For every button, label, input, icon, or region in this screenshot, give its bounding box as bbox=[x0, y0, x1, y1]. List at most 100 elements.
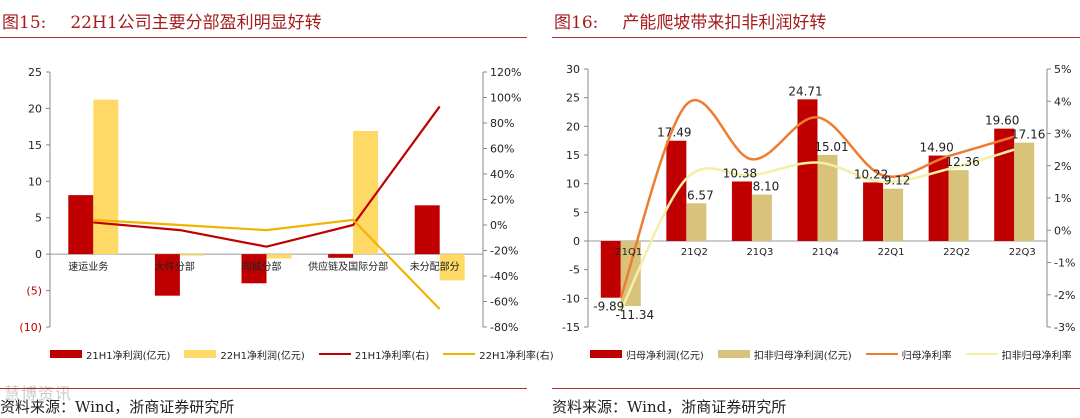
data-label: 14.90 bbox=[919, 141, 953, 155]
category-label: 同城分部 bbox=[242, 260, 282, 273]
figure-15-panel: 图15: 22H1公司主要分部盈利明显好转 25 20 15 10 5 0 (5) (10) 12… bbox=[0, 0, 554, 418]
bar-速运业务-0 bbox=[68, 195, 94, 255]
bar-21Q3-0 bbox=[731, 181, 752, 241]
data-label: 17.16 bbox=[1011, 128, 1045, 142]
legend-swatch bbox=[318, 353, 351, 355]
figure-15-chart: 25 20 15 10 5 0 (5) (10) 120% 100% 80% 60% 40% 20% 0% -… bbox=[19, 66, 521, 334]
left-tick-label: -5 bbox=[569, 264, 580, 277]
left-tick-label: 5 bbox=[573, 206, 580, 219]
data-label: 12.36 bbox=[945, 155, 979, 169]
data-label: 15.01 bbox=[814, 140, 848, 154]
left-tick-label: 25 bbox=[28, 66, 42, 79]
figure-15-title: 图15: 22H1公司主要分部盈利明显好转 bbox=[2, 8, 322, 33]
legend-label: 归母净利润(亿元) bbox=[626, 350, 704, 362]
bar-21Q3-1 bbox=[751, 194, 772, 241]
legend-item-2: 归母净利率 bbox=[865, 347, 952, 362]
line-series-0 bbox=[93, 105, 441, 248]
data-label: 6.57 bbox=[687, 188, 714, 202]
legend-item-0: 21H1净利润(亿元) bbox=[50, 347, 170, 362]
bar-大件分部-1 bbox=[179, 254, 205, 256]
bar-22Q3-0 bbox=[994, 128, 1015, 241]
bar-21Q4-1 bbox=[817, 154, 838, 241]
bar-未分配部分-1 bbox=[439, 254, 465, 281]
left-tick-label: 5 bbox=[35, 212, 42, 225]
right-tick-label: 3% bbox=[1054, 128, 1071, 141]
data-label: 24.71 bbox=[788, 84, 822, 98]
left-tick-label: -10 bbox=[562, 292, 580, 305]
line-series-1 bbox=[619, 148, 1015, 312]
figure-16-title-rule bbox=[552, 37, 1080, 38]
data-label: 8.10 bbox=[753, 180, 780, 194]
category-label: 21Q1 bbox=[615, 247, 642, 258]
right-tick-label: -80% bbox=[490, 321, 518, 334]
left-tick-label: 15 bbox=[28, 139, 42, 152]
right-tick-label: -40% bbox=[490, 270, 518, 283]
category-label: 速运业务 bbox=[68, 260, 108, 273]
right-tick-label: 1% bbox=[1054, 192, 1071, 205]
left-tick-label: 15 bbox=[566, 149, 580, 162]
bar-21Q4-0 bbox=[797, 99, 818, 241]
bar-21Q2-1 bbox=[686, 203, 707, 241]
left-tick-label: -15 bbox=[562, 321, 580, 334]
bar-21Q1-0 bbox=[600, 241, 621, 298]
data-label: 9.12 bbox=[884, 174, 911, 188]
figure-16-title-text: 产能爬坡带来扣非利润好转 bbox=[622, 13, 827, 33]
left-tick-label: 25 bbox=[566, 92, 580, 105]
right-tick-label: -20% bbox=[490, 245, 518, 258]
legend-item-3: 22H1净利率(右) bbox=[443, 347, 554, 362]
right-tick-label: -2% bbox=[1054, 289, 1075, 302]
category-label: 21Q2 bbox=[681, 247, 708, 258]
legend-label: 21H1净利率(右) bbox=[354, 350, 430, 362]
left-tick-label: 20 bbox=[28, 102, 42, 115]
right-tick-label: 100% bbox=[490, 92, 521, 105]
figure-16-legend: 归母净利润(亿元) 扣非归母净利润(亿元) 归母净利率 扣非归母净利率 bbox=[590, 345, 1080, 363]
bar-21Q1-1 bbox=[620, 241, 641, 307]
bar-22Q2-0 bbox=[928, 155, 949, 241]
right-tick-label: 20% bbox=[490, 194, 514, 207]
bar-速运业务-1 bbox=[93, 99, 119, 255]
data-label: 19.60 bbox=[985, 114, 1019, 128]
bar-供应链及国际分部-0 bbox=[328, 254, 354, 258]
left-tick-label: 0 bbox=[573, 235, 580, 248]
bar-大件分部-0 bbox=[154, 254, 180, 296]
legend-label: 扣非归母净利润(亿元) bbox=[753, 350, 852, 362]
legend-item-0: 归母净利润(亿元) bbox=[590, 347, 704, 362]
legend-item-1: 扣非归母净利润(亿元) bbox=[717, 347, 852, 362]
bar-22Q3-1 bbox=[1014, 142, 1035, 241]
right-tick-label: 0% bbox=[490, 219, 507, 232]
category-label: 22Q2 bbox=[943, 247, 970, 258]
legend-item-1: 22H1净利润(亿元) bbox=[184, 347, 305, 362]
right-tick-label: 4% bbox=[1054, 95, 1071, 108]
left-tick-label: 0 bbox=[35, 248, 42, 261]
legend-item-2: 21H1净利率(右) bbox=[318, 347, 430, 362]
figure-16-title: 图16: 产能爬坡带来扣非利润好转 bbox=[554, 8, 826, 33]
legend-label: 22H1净利率(右) bbox=[479, 350, 554, 362]
legend-swatch bbox=[865, 353, 898, 355]
right-tick-label: 80% bbox=[490, 117, 514, 130]
right-tick-label: -3% bbox=[1054, 321, 1075, 334]
right-tick-label: -1% bbox=[1054, 257, 1075, 270]
figure-15-source-rule bbox=[0, 388, 527, 389]
line-series-1 bbox=[93, 218, 441, 310]
figure-16-chart: 30 25 20 15 10 5 0 -5 -10 -15 5% 4% 3% 2% 1% 0% -1% -2% -3… bbox=[562, 63, 1075, 334]
figure-16-source-rule bbox=[552, 388, 1080, 389]
legend-swatch bbox=[184, 350, 217, 358]
left-tick-label: 10 bbox=[28, 175, 42, 188]
bar-22Q1-1 bbox=[883, 188, 904, 241]
data-label: -9.89 bbox=[593, 300, 624, 314]
right-tick-label: 2% bbox=[1054, 160, 1071, 173]
right-tick-label: 60% bbox=[490, 143, 514, 156]
right-tick-label: -60% bbox=[490, 296, 518, 309]
right-tick-label: 5% bbox=[1054, 63, 1071, 76]
data-label: 10.38 bbox=[723, 166, 757, 180]
legend-label: 扣非归母净利率 bbox=[1001, 350, 1072, 362]
data-label: -11.34 bbox=[615, 308, 654, 322]
legend-label: 22H1净利润(亿元) bbox=[220, 350, 305, 362]
right-tick-label: 120% bbox=[490, 66, 521, 79]
right-tick-label: 40% bbox=[490, 168, 514, 181]
left-tick-label: 10 bbox=[566, 178, 580, 191]
legend-label: 归母净利率 bbox=[901, 350, 952, 362]
data-label: 10.22 bbox=[854, 167, 888, 181]
bar-同城分部-1 bbox=[266, 254, 292, 259]
figure-16-source: 资料来源：Wind，浙商证券研究所 bbox=[552, 398, 787, 416]
